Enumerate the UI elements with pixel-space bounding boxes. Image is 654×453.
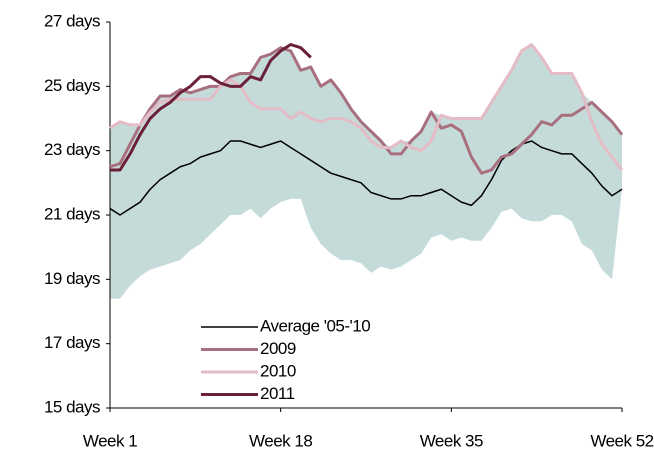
x-tick-label: Week 18: [249, 431, 312, 450]
y-tick-label: 19 days: [44, 269, 100, 288]
range-band: [110, 44, 622, 299]
legend-label: 2011: [260, 384, 295, 403]
series-line: [109, 140, 623, 216]
series-line: [110, 43, 312, 172]
y-tick-label: 23 days: [44, 140, 100, 159]
y-tick-label: 25 days: [44, 76, 100, 95]
legend-label: 2010: [260, 361, 296, 380]
x-tick-label: Week 1: [83, 431, 137, 450]
y-tick-label: 27 days: [44, 11, 100, 30]
x-tick-label: Week 52: [590, 431, 653, 450]
legend-label: 2009: [260, 339, 296, 358]
x-tick-label: Week 35: [420, 431, 483, 450]
legend-label: Average '05-'10: [260, 316, 370, 335]
series-line: [109, 43, 624, 171]
series-line: [109, 46, 624, 175]
y-tick-label: 17 days: [44, 333, 100, 352]
y-tick-label: 21 days: [44, 204, 100, 223]
y-tick-label: 15 days: [44, 397, 100, 416]
